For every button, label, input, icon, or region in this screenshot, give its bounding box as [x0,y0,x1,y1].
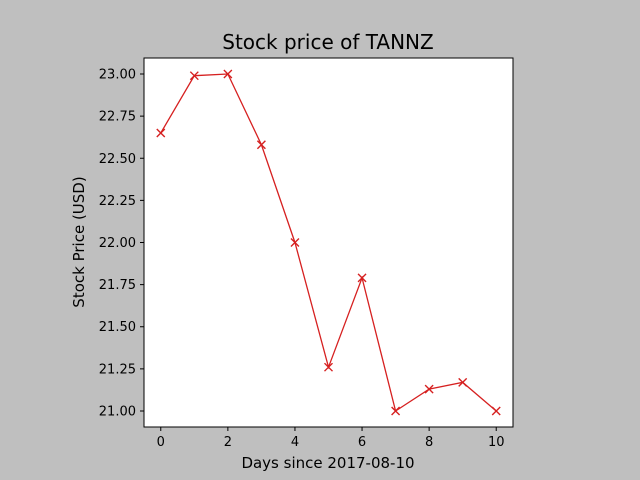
ticks-layer: 0 2 4 6 8 10 21.00 21.25 21.50 21.75 22.00 22.25 22.… [99,68,505,450]
data-point [290,238,300,247]
data-point [357,273,367,283]
plot-area [144,58,513,427]
chart-title: Stock price of TANNZ [222,30,433,54]
data-point-marker [424,384,434,394]
series-layer [156,69,501,416]
y-tick-label: 21.00 [99,404,136,419]
x-tick-label: 2 [224,435,232,450]
data-point-marker [189,71,199,81]
y-tick-label: 22.75 [99,110,136,125]
data-point-marker [357,273,367,283]
data-point-marker [223,69,233,79]
data-point [189,71,199,81]
data-point-marker [256,140,266,150]
y-tick-label: 22.50 [99,152,136,167]
data-point-marker [290,238,300,247]
y-tick-label: 22.00 [99,236,136,251]
x-tick-label: 4 [291,435,299,450]
plot-frame [143,57,514,428]
x-tick-label: 0 [157,435,165,450]
data-point [424,384,434,394]
data-point-marker [391,406,401,416]
y-tick-label: 21.25 [99,362,136,377]
y-tick-label: 22.25 [99,194,136,209]
data-point [391,406,401,416]
data-point-marker [156,128,166,138]
data-point [458,377,468,387]
data-point [324,362,333,372]
data-point [223,69,233,79]
data-point-marker [324,362,333,372]
y-tick-label: 23.00 [99,68,136,83]
y-tick-label: 21.50 [99,320,136,335]
data-point [256,140,266,150]
x-tick-label: 6 [358,435,366,450]
y-tick-label: 21.75 [99,278,136,293]
data-point-marker [491,406,501,416]
x-tick-label: 10 [488,435,505,450]
x-tick-label: 8 [425,435,433,450]
x-axis-label: Days since 2017-08-10 [241,454,414,472]
data-point [156,128,166,138]
y-axis-label: Stock Price (USD) [70,176,88,307]
data-point [491,406,501,416]
data-point-marker [458,377,468,387]
